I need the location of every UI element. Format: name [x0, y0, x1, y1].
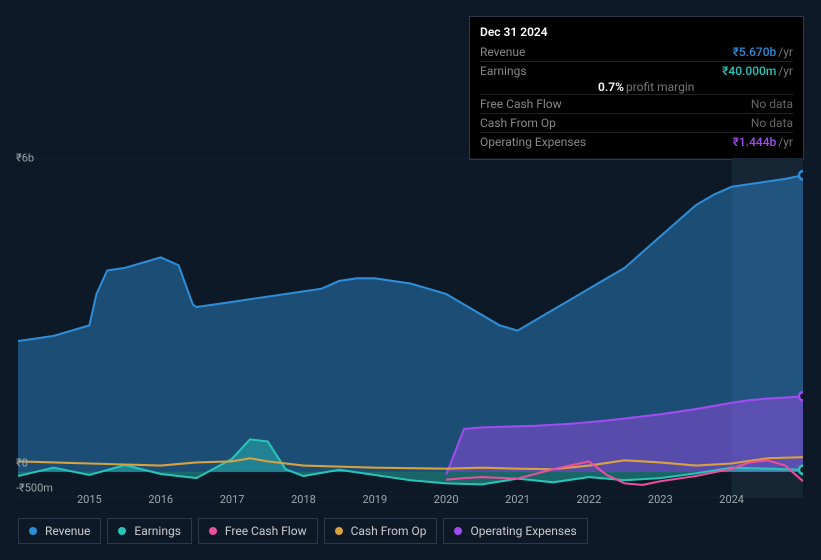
legend-swatch [118, 527, 126, 535]
legend-item[interactable]: Earnings [107, 518, 192, 544]
tooltip-row-value: ₹40.000m/yr [722, 64, 793, 78]
chart-svg [18, 158, 803, 498]
tooltip-row: Operating Expenses ₹1.444b/yr [480, 132, 793, 151]
legend-swatch [209, 527, 217, 535]
tooltip-row: Earnings ₹40.000m/yr [480, 61, 793, 80]
x-axis-label: 2022 [577, 493, 602, 506]
tooltip-row-label: Revenue [480, 45, 525, 59]
x-axis-label: 2024 [719, 493, 744, 506]
tooltip-row-label: Cash From Op [480, 116, 556, 130]
tooltip-row-value: No data [751, 97, 793, 111]
legend-swatch [335, 527, 343, 535]
legend-label: Cash From Op [351, 524, 427, 538]
legend-item[interactable]: Free Cash Flow [198, 518, 318, 544]
legend-label: Free Cash Flow [225, 524, 307, 538]
x-axis-labels: 2015 2016 2017 2018 2019 2020 2021 2022 2023 2024 [18, 493, 803, 509]
tooltip-row-value: ₹5.670b/yr [733, 45, 793, 59]
legend-item[interactable]: Revenue [18, 518, 101, 544]
legend-label: Operating Expenses [470, 524, 576, 538]
legend-label: Revenue [45, 524, 90, 538]
legend-item[interactable]: Operating Expenses [443, 518, 587, 544]
x-axis-label: 2018 [291, 493, 316, 506]
tooltip-row-label: Operating Expenses [480, 135, 586, 149]
tooltip-row-value: No data [751, 116, 793, 130]
tooltip-row-label: Earnings [480, 64, 527, 78]
legend-label: Earnings [134, 524, 181, 538]
tooltip-rows: Revenue ₹5.670b/yr Earnings ₹40.000m/yr 0.7%… [480, 43, 793, 151]
legend-swatch [454, 527, 462, 535]
legend-swatch [29, 527, 37, 535]
x-axis-label: 2015 [77, 493, 102, 506]
tooltip-row: Revenue ₹5.670b/yr [480, 43, 793, 61]
x-axis-label: 2017 [220, 493, 245, 506]
financial-chart[interactable] [18, 158, 803, 498]
hover-tooltip: Dec 31 2024 Revenue ₹5.670b/yr Earnings ₹40… [469, 16, 804, 160]
x-axis-label: 2020 [434, 493, 459, 506]
x-axis-label: 2019 [362, 493, 387, 506]
tooltip-row-label: Free Cash Flow [480, 97, 562, 111]
x-axis-label: 2023 [648, 493, 673, 506]
tooltip-row: Free Cash Flow No data [480, 94, 793, 113]
tooltip-row-value: ₹1.444b/yr [733, 135, 793, 149]
tooltip-row: Cash From Op No data [480, 113, 793, 132]
x-axis-label: 2016 [148, 493, 173, 506]
tooltip-date: Dec 31 2024 [480, 25, 793, 39]
tooltip-row-sub: 0.7%profit margin [480, 80, 793, 94]
legend-item[interactable]: Cash From Op [324, 518, 438, 544]
chart-legend: Revenue Earnings Free Cash Flow Cash From O… [18, 518, 588, 544]
x-axis-label: 2021 [505, 493, 530, 506]
